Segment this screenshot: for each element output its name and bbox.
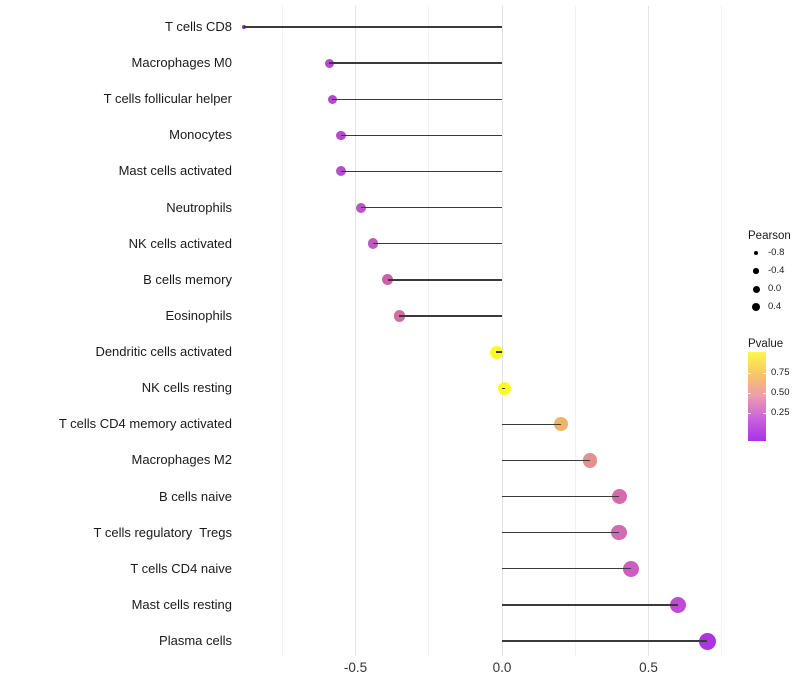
pearson-legend-label: 0.4 — [768, 301, 782, 312]
lollipop-stem — [502, 495, 620, 498]
lollipop-stem — [340, 170, 502, 173]
category-label: T cells CD4 memory activated — [58, 416, 232, 432]
lollipop-stem — [496, 351, 502, 353]
category-label: NK cells resting — [141, 380, 232, 396]
lollipop-stem — [329, 62, 502, 64]
lollipop-stem — [502, 604, 678, 606]
gridline-major — [355, 6, 356, 656]
category-label: Neutrophils — [166, 199, 232, 215]
lollipop-dot — [553, 417, 568, 432]
pvalue-tick-label: 0.75 — [771, 367, 790, 378]
pvalue-bar-tick — [748, 413, 751, 414]
category-label: Mast cells activated — [118, 163, 232, 179]
pvalue-bar-tick — [763, 393, 766, 394]
category-label: Monocytes — [169, 127, 232, 143]
gridline-major — [648, 6, 649, 656]
pearson-legend-title: Pearson — [748, 230, 791, 242]
pvalue-legend-title: Pvalue — [748, 338, 784, 350]
lollipop-stem — [361, 206, 502, 209]
lollipop-stem — [399, 315, 502, 317]
pvalue-bar-tick — [763, 373, 766, 374]
x-tick-label: -0.5 — [343, 660, 368, 675]
category-label: Macrophages M2 — [131, 452, 232, 468]
lollipop-stem — [502, 531, 620, 534]
lollipop-stem — [332, 98, 502, 100]
category-label: B cells memory — [143, 271, 232, 287]
lollipop-stem — [502, 568, 631, 570]
pearson-legend-dot — [752, 303, 760, 311]
lollipop-stem — [502, 387, 505, 389]
category-label: T cells follicular helper — [103, 91, 232, 107]
category-label: Mast cells resting — [131, 596, 232, 612]
pvalue-bar-tick — [763, 413, 766, 414]
pearson-legend-dot — [754, 251, 758, 255]
lollipop-dot — [611, 524, 627, 541]
pvalue-gradient-bar — [748, 352, 766, 441]
category-label: T cells CD4 naive — [130, 560, 232, 576]
lollipop-stem — [387, 279, 502, 281]
pearson-legend-dot — [752, 285, 760, 293]
pearson-legend-label: -0.8 — [768, 247, 785, 258]
lollipop-dot — [698, 632, 716, 650]
lollipop-dot — [611, 489, 627, 505]
category-label: Dendritic cells activated — [95, 344, 232, 360]
category-label: T cells regulatory Tregs — [93, 524, 232, 540]
lollipop-dot — [582, 453, 598, 468]
gridline-minor — [428, 6, 430, 656]
gridline-major — [501, 6, 503, 656]
lollipop-stem — [502, 459, 590, 462]
lollipop-dot — [622, 560, 639, 577]
lollipop-stem — [340, 134, 502, 137]
pearson-legend-label: -0.4 — [768, 265, 785, 276]
category-label: NK cells activated — [128, 235, 232, 251]
pearson-legend-label: 0.0 — [768, 283, 782, 294]
x-tick-label: 0.0 — [492, 660, 512, 675]
pearson-legend-dot — [753, 268, 759, 274]
gridline-minor — [281, 6, 283, 656]
pvalue-tick-label: 0.50 — [771, 387, 790, 398]
pvalue-bar-tick — [748, 373, 751, 374]
pvalue-tick-label: 0.25 — [771, 407, 790, 418]
category-label: B cells naive — [159, 488, 232, 504]
x-tick-label: 0.5 — [639, 660, 658, 675]
lollipop-dot — [498, 381, 512, 395]
category-label: T cells CD8 — [165, 19, 232, 34]
lollipop-stem — [244, 26, 502, 28]
gridline-minor — [721, 6, 723, 656]
gridline-minor — [574, 6, 576, 656]
pvalue-bar-tick — [748, 393, 751, 394]
category-label: Macrophages M0 — [131, 55, 232, 71]
lollipop-stem — [502, 640, 708, 642]
lollipop-stem — [373, 243, 502, 245]
lollipop-stem — [502, 423, 561, 425]
category-label: Plasma cells — [159, 633, 232, 649]
category-label: Eosinophils — [165, 307, 233, 323]
lollipop-dot — [669, 596, 687, 614]
